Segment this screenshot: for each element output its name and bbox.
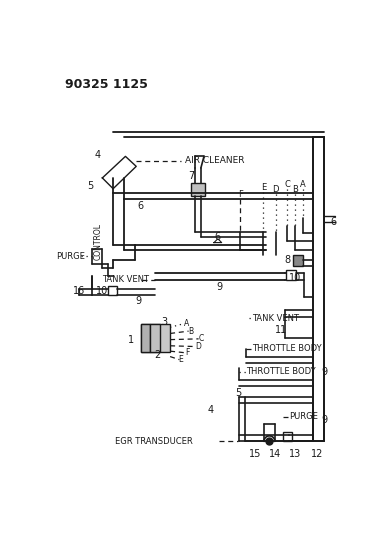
Text: 16: 16 [73,286,85,296]
Text: B: B [188,327,194,336]
Text: AIR CLEANER: AIR CLEANER [185,157,244,165]
Bar [292,255,303,265]
Text: 12: 12 [311,449,323,459]
Bar [141,324,150,352]
Text: 9: 9 [321,415,327,425]
Bar [191,183,205,196]
Bar [108,286,117,295]
Text: 90325 1125: 90325 1125 [65,78,148,91]
Text: C: C [198,334,203,343]
Text: D: D [195,342,201,351]
Bar [141,324,170,352]
Text: 5: 5 [235,387,241,398]
Text: F: F [238,190,243,199]
Text: D: D [272,185,279,194]
Text: 7: 7 [188,171,194,181]
Text: THROTTLE BODY: THROTTLE BODY [252,344,322,353]
Text: 6: 6 [330,217,336,227]
Text: EGR TRANSDUCER: EGR TRANSDUCER [115,437,193,446]
Text: THROTTLE BODY: THROTTLE BODY [246,367,316,376]
Text: 10: 10 [96,286,109,296]
Text: 9: 9 [216,282,222,292]
Text: 6: 6 [138,201,144,212]
Text: CONTROL: CONTROL [93,223,102,260]
Text: 3: 3 [161,317,167,327]
Text: 11: 11 [275,325,287,335]
Text: 9: 9 [136,296,142,306]
Bar [283,432,292,441]
Text: 4: 4 [207,406,213,415]
Text: A: A [299,180,305,189]
Text: TANK VENT: TANK VENT [252,313,299,322]
Text: 6: 6 [215,232,221,242]
Text: PURGE: PURGE [289,412,318,421]
Bar [150,324,160,352]
Text: 8: 8 [284,255,290,265]
Text: 2: 2 [155,350,161,360]
Text: PURGE: PURGE [56,252,85,261]
Text: E: E [261,183,266,192]
Text: E: E [178,355,183,364]
Text: 13: 13 [289,449,301,459]
Text: 14: 14 [269,449,281,459]
Text: 4: 4 [94,150,101,160]
Text: TANK VENT: TANK VENT [102,275,149,284]
Text: 5: 5 [87,181,93,191]
Bar [287,270,296,280]
Text: B: B [292,185,298,194]
Text: 1: 1 [128,335,134,345]
Text: A: A [184,319,190,328]
Text: 9: 9 [321,367,327,377]
Text: 15: 15 [249,449,261,459]
Text: F: F [185,348,189,357]
Text: C: C [284,180,290,189]
Text: 10: 10 [289,273,301,283]
